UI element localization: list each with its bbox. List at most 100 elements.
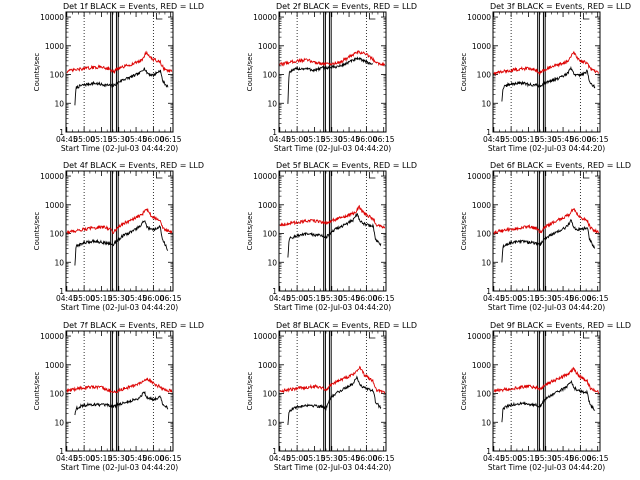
x-tick-label: 06:00: [143, 135, 165, 144]
x-tick-label: 06:15: [587, 454, 609, 463]
x-tick-label: 06:00: [570, 135, 592, 144]
chart-panel-7: Det 7f BLACK = Events, RED = LLD 1 10 100 10…: [33, 321, 204, 472]
y-tick-label: 1: [486, 287, 491, 296]
series-events-line: [501, 379, 596, 423]
y-tick-label: 100: [50, 390, 65, 399]
chart-panel-1: Det 1f BLACK = Events, RED = LLD 1 10 100 10…: [33, 2, 204, 153]
chart-title: Det 9f BLACK = Events, RED = LLD: [490, 321, 631, 330]
x-tick-label: 05:00: [73, 454, 95, 463]
y-tick-label: 1000: [258, 361, 277, 370]
x-tick-label: 05:45: [338, 135, 360, 144]
y-tick-label: 10: [267, 258, 277, 267]
x-axis-label: Start Time (02-Jul-03 04:44:20): [274, 463, 391, 472]
x-axis-label: Start Time (02-Jul-03 04:44:20): [488, 303, 605, 312]
series-events-line: [74, 220, 169, 266]
x-tick-label: 05:00: [73, 294, 95, 303]
chart-panel-5: Det 5f BLACK = Events, RED = LLD 1 10 100 10…: [246, 161, 417, 312]
chart-panel-9: Det 9f BLACK = Events, RED = LLD 1 10 100 10…: [460, 321, 631, 472]
chart-title: Det 2f BLACK = Events, RED = LLD: [276, 2, 417, 11]
x-tick-label: 06:15: [587, 135, 609, 144]
y-tick-label: 1000: [258, 42, 277, 51]
corner-marker: [582, 332, 590, 339]
y-tick-label: 10: [481, 99, 491, 108]
chart-title: Det 8f BLACK = Events, RED = LLD: [276, 321, 417, 330]
x-tick-label: 05:45: [125, 454, 147, 463]
x-tick-label: 04:45: [269, 454, 291, 463]
x-tick-label: 05:00: [286, 135, 308, 144]
x-tick-label: 06:15: [587, 294, 609, 303]
y-tick-label: 1000: [472, 201, 491, 210]
series-events-line: [287, 375, 382, 426]
x-tick-label: 05:30: [108, 135, 130, 144]
chart-title: Det 6f BLACK = Events, RED = LLD: [490, 161, 631, 170]
chart-panel-4: Det 4f BLACK = Events, RED = LLD 1 10 100 10…: [33, 161, 204, 312]
x-tick-label: 05:30: [535, 454, 557, 463]
x-tick-label: 06:15: [373, 135, 395, 144]
x-tick-label: 06:00: [143, 294, 165, 303]
x-tick-label: 05:30: [108, 454, 130, 463]
corner-marker: [582, 13, 590, 20]
y-tick-label: 100: [50, 230, 65, 239]
chart-panel-8: Det 8f BLACK = Events, RED = LLD 1 10 100 10…: [246, 321, 417, 472]
y-tick-label: 1000: [472, 361, 491, 370]
chart-title: Det 1f BLACK = Events, RED = LLD: [63, 2, 204, 11]
series-lld-line: [279, 365, 386, 395]
chart-panel-2: Det 2f BLACK = Events, RED = LLD 1 10 100 10…: [246, 2, 417, 153]
y-tick-label: 1: [486, 447, 491, 456]
x-tick-label: 06:15: [160, 294, 182, 303]
y-tick-label: 10000: [253, 332, 277, 341]
series-events-line: [74, 390, 169, 416]
x-axis-label: Start Time (02-Jul-03 04:44:20): [274, 144, 391, 153]
x-tick-label: 05:00: [500, 454, 522, 463]
chart-title: Det 7f BLACK = Events, RED = LLD: [63, 321, 204, 330]
corner-marker: [155, 13, 163, 20]
y-tick-label: 10: [54, 99, 64, 108]
corner-marker: [368, 332, 376, 339]
y-tick-label: 10000: [467, 172, 491, 181]
corner-marker: [582, 172, 590, 179]
y-tick-label: 10000: [467, 13, 491, 22]
y-tick-label: 10: [54, 418, 64, 427]
y-axis-label: Counts/sec: [246, 372, 254, 411]
x-tick-label: 05:30: [535, 294, 557, 303]
chart-title: Det 4f BLACK = Events, RED = LLD: [63, 161, 204, 170]
x-axis-label: Start Time (02-Jul-03 04:44:20): [61, 303, 178, 312]
corner-marker: [368, 172, 376, 179]
x-tick-label: 04:45: [483, 454, 505, 463]
x-tick-label: 05:15: [304, 294, 326, 303]
y-tick-label: 10: [54, 258, 64, 267]
x-tick-label: 05:45: [552, 135, 574, 144]
y-axis-label: Counts/sec: [33, 53, 41, 92]
y-tick-label: 1000: [258, 201, 277, 210]
x-tick-label: 04:45: [269, 135, 291, 144]
x-tick-label: 05:15: [518, 135, 540, 144]
series-events-line: [74, 67, 169, 106]
y-tick-label: 100: [263, 390, 278, 399]
y-tick-label: 1: [59, 287, 64, 296]
plot-frame: [65, 170, 174, 292]
series-events-line: [287, 56, 374, 104]
x-tick-label: 06:15: [373, 294, 395, 303]
x-axis-label: Start Time (02-Jul-03 04:44:20): [488, 463, 605, 472]
series-lld-line: [66, 377, 173, 394]
y-tick-label: 1: [486, 128, 491, 137]
x-axis-label: Start Time (02-Jul-03 04:44:20): [61, 144, 178, 153]
x-tick-label: 05:15: [304, 454, 326, 463]
x-tick-label: 06:00: [143, 454, 165, 463]
corner-marker: [155, 332, 163, 339]
corner-marker: [155, 172, 163, 179]
y-tick-label: 1: [272, 128, 277, 137]
y-axis-label: Counts/sec: [460, 212, 468, 251]
chart-panel-3: Det 3f BLACK = Events, RED = LLD 1 10 100 10…: [460, 2, 631, 153]
y-tick-label: 1: [272, 447, 277, 456]
x-tick-label: 05:30: [321, 294, 343, 303]
x-tick-label: 05:30: [321, 454, 343, 463]
x-tick-label: 05:30: [321, 135, 343, 144]
y-tick-label: 1000: [45, 42, 64, 51]
x-tick-label: 05:00: [286, 294, 308, 303]
y-tick-label: 10: [481, 418, 491, 427]
y-tick-label: 10000: [467, 332, 491, 341]
x-tick-label: 05:00: [500, 294, 522, 303]
series-lld-line: [493, 207, 600, 235]
